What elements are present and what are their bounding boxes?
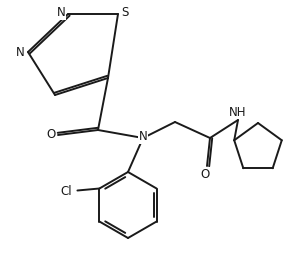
Text: NH: NH	[229, 105, 247, 119]
Text: S: S	[121, 6, 129, 19]
Text: O: O	[46, 129, 56, 142]
Text: N: N	[57, 6, 65, 19]
Text: O: O	[200, 167, 210, 180]
Text: N: N	[16, 46, 24, 59]
Text: Cl: Cl	[61, 185, 72, 198]
Text: N: N	[139, 131, 147, 144]
